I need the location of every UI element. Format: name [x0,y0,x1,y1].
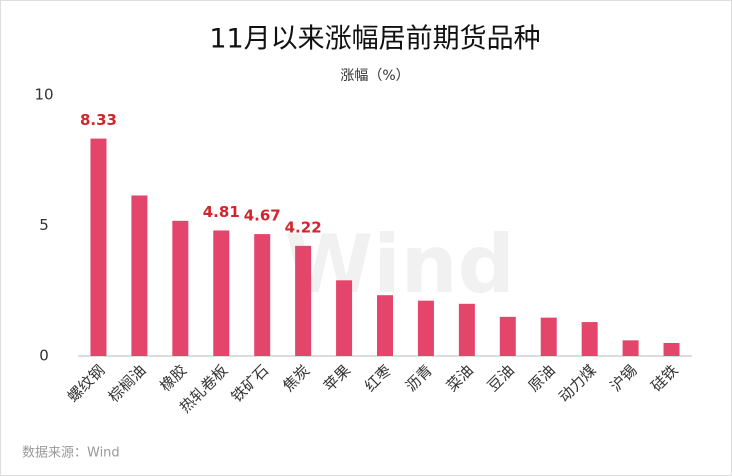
bar [663,342,680,356]
bar [499,316,516,356]
source-note: 数据来源：Wind [22,446,120,461]
value-label: 8.33 [80,111,117,129]
value-label: 4.22 [285,218,322,236]
bar [540,317,557,356]
y-tick-label: 10 [34,86,53,104]
chart-subtitle: 涨幅（%） [340,68,409,84]
bar [131,195,148,356]
bar [90,138,107,356]
bar [295,245,312,356]
bar [458,303,475,356]
y-tick-label: 0 [39,347,49,365]
watermark: Wind [285,218,515,311]
bar [581,322,598,356]
bar [172,220,189,356]
y-tick-label: 5 [39,216,49,234]
bar [213,230,230,356]
bar [336,280,353,356]
bar [622,340,639,356]
value-label: 4.81 [203,203,240,221]
bar [254,234,271,356]
chart-title: 11月以来涨幅居前期货品种 [209,24,540,55]
value-label: 4.67 [244,207,281,225]
bar [377,295,393,356]
bar [417,300,434,356]
